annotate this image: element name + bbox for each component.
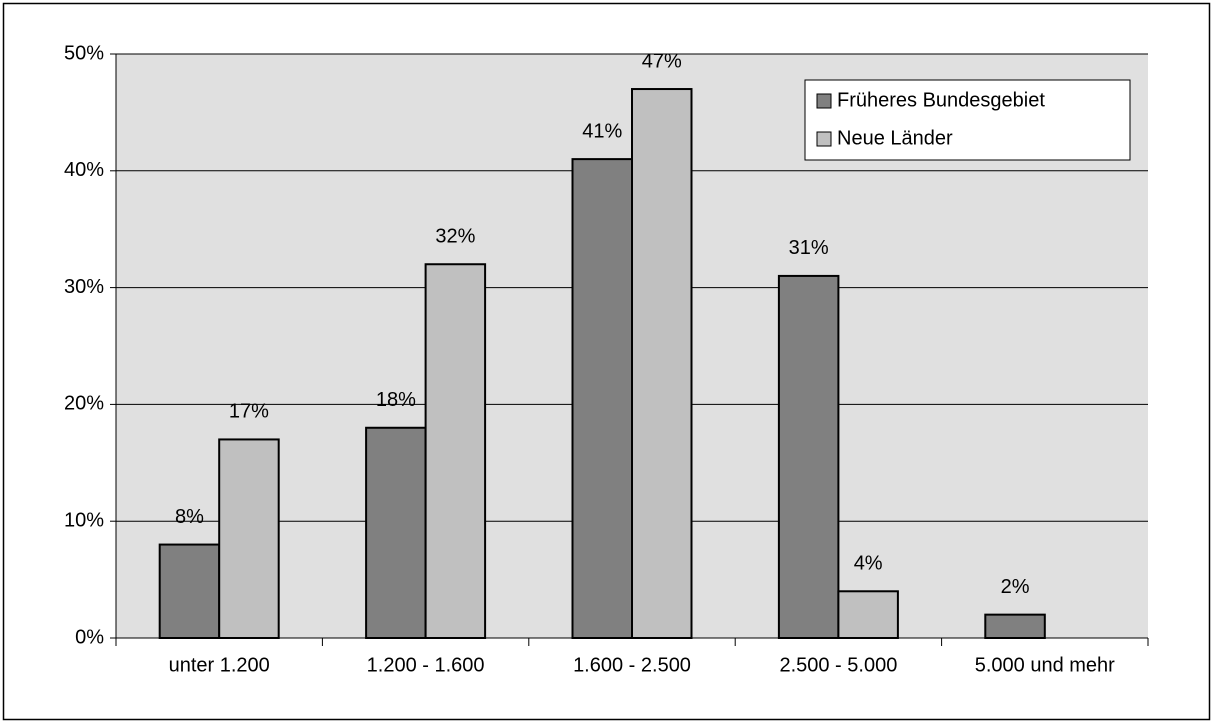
bar xyxy=(158,543,221,639)
y-tick-label: 20% xyxy=(64,393,104,415)
data-label: 17% xyxy=(229,401,269,423)
data-label: 2% xyxy=(1001,576,1030,598)
legend-label: Früheres Bundesgebiet xyxy=(837,89,1045,111)
data-label: 4% xyxy=(854,553,883,575)
y-tick-label: 50% xyxy=(64,42,104,64)
y-tick-label: 30% xyxy=(64,276,104,298)
data-label: 8% xyxy=(175,506,204,528)
data-label: 47% xyxy=(642,50,682,72)
bar xyxy=(218,438,280,639)
bar xyxy=(777,274,840,639)
x-tick-label: unter 1.200 xyxy=(169,654,270,676)
legend-box xyxy=(804,79,1131,161)
data-label: 41% xyxy=(582,120,622,142)
y-tick-label: 10% xyxy=(64,509,104,531)
x-tick-label: 1.200 - 1.600 xyxy=(367,654,485,676)
bar xyxy=(984,613,1046,640)
data-label: 18% xyxy=(376,389,416,411)
x-tick-label: 5.000 und mehr xyxy=(975,654,1115,676)
bar xyxy=(837,590,899,640)
legend-swatch xyxy=(816,93,832,109)
data-label: 32% xyxy=(435,226,475,248)
bar xyxy=(365,426,427,640)
x-tick-label: 2.500 - 5.000 xyxy=(779,654,897,676)
legend-label: Neue Länder xyxy=(837,127,953,149)
y-tick-label: 0% xyxy=(75,626,104,648)
x-tick-label: 1.600 - 2.500 xyxy=(573,654,691,676)
bar xyxy=(631,88,693,640)
y-tick-label: 40% xyxy=(64,159,104,181)
bar xyxy=(424,263,487,639)
data-label: 31% xyxy=(789,237,829,259)
legend-swatch xyxy=(816,131,832,147)
bar xyxy=(571,158,633,639)
